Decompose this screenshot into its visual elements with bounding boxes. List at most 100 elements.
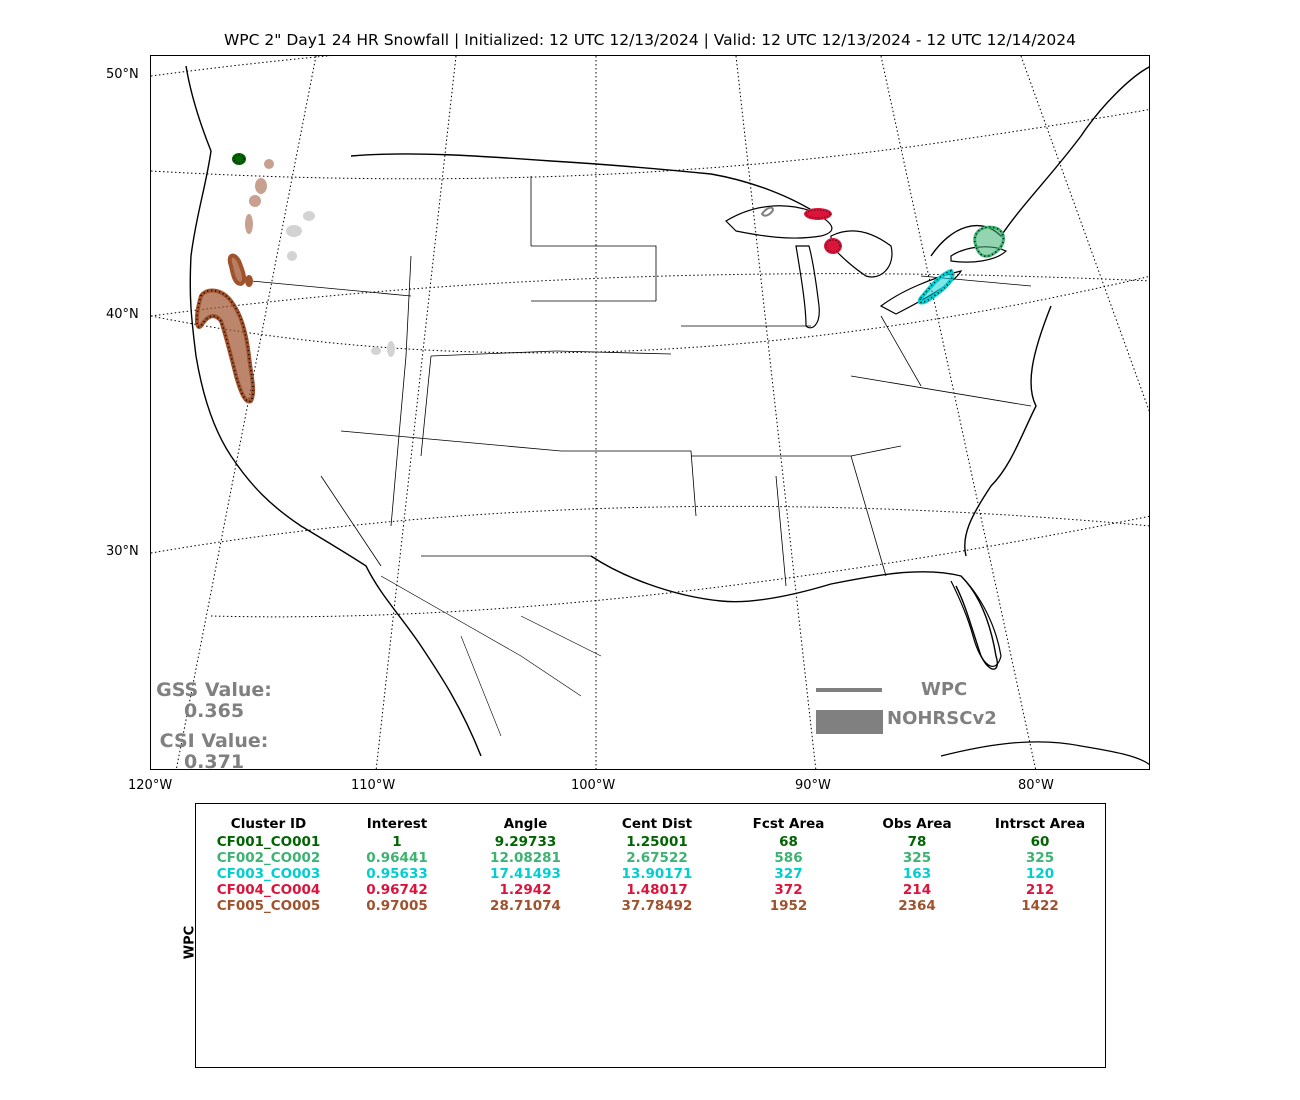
table-row: CF002_CO002 0.96441 12.08281 2.67522 586 325 3… [196,850,1107,866]
border-ut [390,255,412,527]
table-cell: 0.95633 [366,866,428,882]
table-cell: CF002_CO002 [216,850,321,866]
graticule [151,56,1149,769]
csi-value: 0.371 [183,751,245,773]
meridian-70w [1020,56,1149,412]
parallel-40n [151,273,1149,317]
table-cell: 1 [392,834,402,850]
table-cell: CF004_CO004 [216,882,321,898]
table-cell: 13.90171 [621,866,693,882]
gss-value: 0.365 [183,700,245,722]
lake-michigan [795,245,820,329]
table-cell: 586 [774,850,803,866]
table-cell: 1.2942 [499,882,552,898]
border-sd-mn [531,245,657,301]
observed-object-1 [264,159,274,169]
caribbean [940,575,1149,766]
cluster-cf004 [760,206,842,254]
table-row: CF003_CO003 0.95633 17.41493 13.90171 327 163… [196,866,1107,882]
meridian-120w [175,56,317,769]
border-ar [561,450,697,517]
table-cell: 325 [902,850,932,866]
table-cell: 325 [1025,850,1055,866]
cluster-cf002-outline [974,226,1005,257]
header-cluster-id: Cluster ID [230,816,307,832]
table-cell: CF003_CO003 [216,866,321,882]
map-canvas [151,56,1149,769]
lon-label-120w: 120°W [128,778,173,793]
lat-label-50n: 50°N [106,67,139,82]
table-row-label: WPC [182,925,198,960]
west-coast [185,65,482,757]
border-va [850,375,1032,407]
forecast-object-ut [371,347,381,355]
cluster-cf004-outline-1 [805,209,831,219]
border-ga [850,455,887,577]
csi-label: CSI Value: [159,730,269,752]
east-coast [964,305,1052,557]
header-fcst-area: Fcst Area [752,816,825,832]
northeast-coast [930,66,1149,257]
mx-line-2 [460,635,502,737]
lon-label-110w: 110°W [351,778,396,793]
border-ms-al [775,475,787,587]
table-cell: 1952 [769,898,808,914]
table-cell: 17.41493 [490,866,561,882]
florida [950,575,1002,667]
table-cell: CF001_CO001 [216,834,321,850]
lake-huron [830,230,893,278]
table-cell: 78 [907,834,927,850]
state-borders [250,176,1032,587]
legend-forecast-label: WPC [921,679,968,700]
table-row: CF004_CO004 0.96742 1.2942 1.48017 372 214 212 [196,882,1107,898]
parallel-35n [151,275,1149,354]
cluster-cf004-outline-2 [825,239,841,253]
cluster-cf003-shape [917,268,955,305]
lat-label-30n: 30°N [106,544,139,559]
forecast-object-wa [286,225,302,237]
forecast-object-wa-2 [303,211,315,221]
table-cell: 212 [1025,882,1055,898]
cluster-cf003 [917,268,955,305]
lake-erie [879,270,963,315]
lake-ontario [950,246,1008,263]
observed-object-2 [255,178,267,194]
table-cell: 1.25001 [626,834,688,850]
table-cell: 0.96742 [366,882,428,898]
parallel-30n [151,505,1149,554]
meridian-110w [375,56,457,769]
table-header-row: Cluster ID Interest Angle Cent Dist Fcst… [196,814,1107,834]
observed-object-4 [245,214,253,234]
cluster-stats-table: Cluster ID Interest Angle Cent Dist Fcst… [196,814,1107,914]
table-row: CF005_CO005 0.97005 28.71074 37.78492 1952 23… [196,898,1107,914]
cluster-cf002 [973,225,1005,258]
header-intrsct-area: Intrsct Area [994,816,1086,832]
cluster-cf005 [194,253,256,404]
chart-title: WPC 2" Day1 24 HR Snowfall | Initialized… [223,31,1076,49]
table-cell: 163 [902,866,932,882]
cluster-cf005-shape-3 [245,275,253,287]
border-ks-n [555,350,672,355]
lon-label-80w: 80°W [1018,778,1054,793]
border-or-id [250,280,412,297]
table-row: CF001_CO001 1 9.29733 1.25001 68 78 60 [196,834,1107,850]
unmatched-observed-objects [245,159,274,234]
legend-swatches [816,688,883,734]
forecast-object-or [287,251,297,261]
table-cell: 214 [902,882,932,898]
table-cell: 2.67522 [626,850,688,866]
cluster-cf001-outline [233,154,245,164]
forecast-object-ut-2 [387,341,395,357]
border-co-w [420,355,432,457]
table-cell: 0.96441 [366,850,428,866]
table-cell: 9.29733 [494,834,557,850]
border-ok-n [340,430,562,452]
northern-border [350,153,822,217]
table-cell: 372 [774,882,803,898]
table-cell: 37.78492 [621,898,693,914]
border-co-n [430,350,557,357]
cluster-cf005-shape-2 [194,288,256,404]
table-cell: 120 [1025,866,1055,882]
mx-line-3 [520,615,602,657]
table-body: CF001_CO001 1 9.29733 1.25001 68 78 60 CF002_CO… [196,834,1107,914]
